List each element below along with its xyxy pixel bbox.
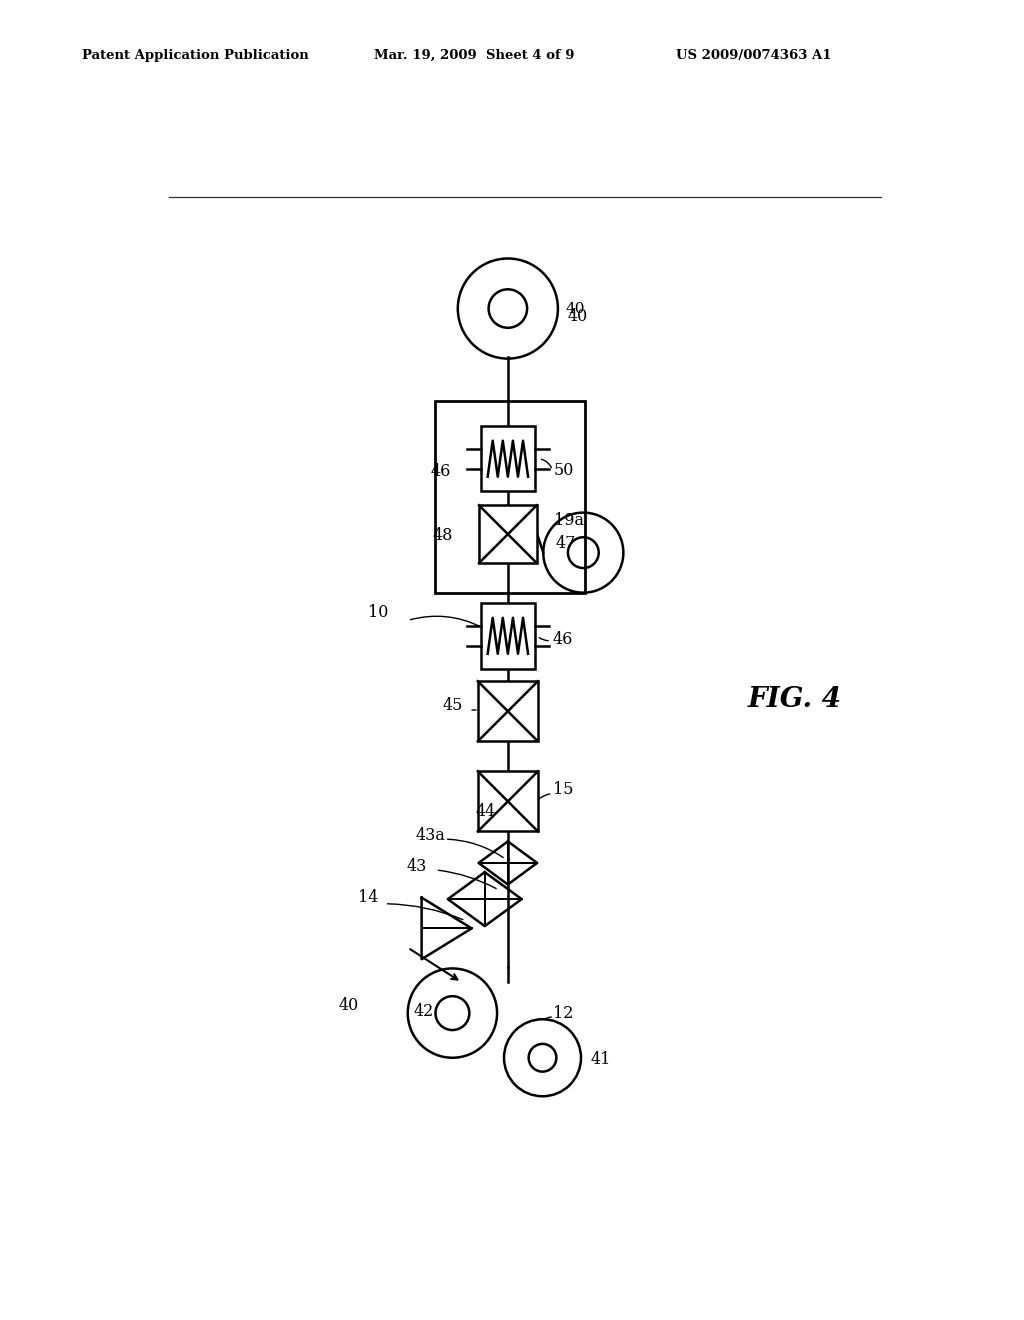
Text: Mar. 19, 2009  Sheet 4 of 9: Mar. 19, 2009 Sheet 4 of 9: [374, 49, 574, 62]
Text: 41: 41: [591, 1051, 611, 1068]
Text: 50: 50: [554, 462, 574, 479]
Text: 40: 40: [339, 997, 358, 1014]
Text: 43a: 43a: [416, 828, 445, 845]
Bar: [479, 506, 537, 564]
Bar: [481, 426, 535, 491]
Bar: [435, 401, 585, 594]
Text: 19a: 19a: [554, 512, 584, 529]
Text: Patent Application Publication: Patent Application Publication: [82, 49, 308, 62]
Bar: [481, 603, 535, 668]
Bar: [478, 681, 538, 742]
Text: 12: 12: [553, 1005, 572, 1022]
Text: 40: 40: [568, 308, 588, 325]
Text: 42: 42: [413, 1003, 433, 1020]
Text: 47: 47: [556, 535, 575, 552]
Text: US 2009/0074363 A1: US 2009/0074363 A1: [676, 49, 831, 62]
Text: FIG. 4: FIG. 4: [748, 686, 842, 713]
Text: 43: 43: [407, 858, 427, 875]
Text: 10: 10: [368, 605, 388, 622]
Text: 15: 15: [553, 781, 573, 799]
Text: 40: 40: [565, 301, 585, 315]
Text: 48: 48: [432, 527, 453, 544]
Text: 45: 45: [442, 697, 463, 714]
Text: 46: 46: [553, 631, 572, 648]
Text: 44: 44: [475, 803, 496, 820]
Text: 46: 46: [431, 463, 452, 480]
Bar: [478, 771, 538, 832]
Text: 14: 14: [357, 890, 378, 906]
